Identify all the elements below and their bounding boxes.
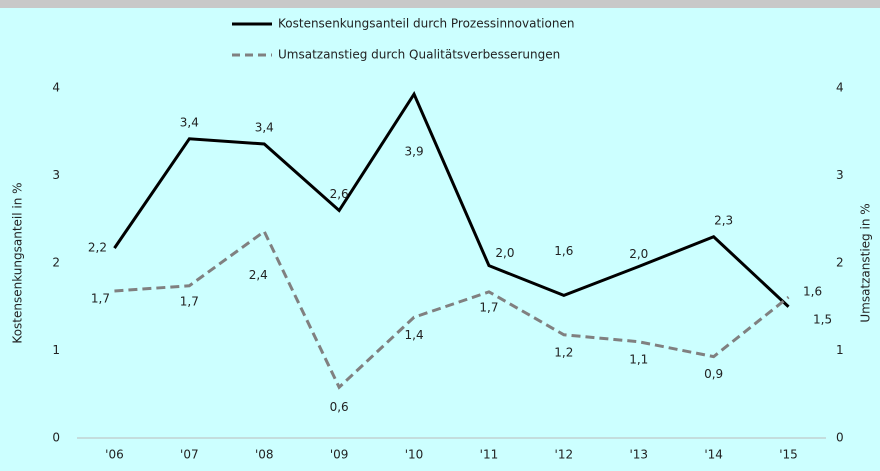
x-tick-label: '14 <box>704 448 723 462</box>
y2-tick-label: 2 <box>836 256 844 270</box>
y-tick-label: 2 <box>52 256 60 270</box>
data-label: 1,7 <box>180 294 199 308</box>
x-tick-label: '07 <box>180 448 199 462</box>
y-tick-label: 1 <box>52 343 60 357</box>
y2-tick-label: 4 <box>836 81 844 95</box>
x-tick-label: '15 <box>779 448 798 462</box>
data-label: 3,9 <box>405 145 424 159</box>
y2-axis-label: Umsatzanstieg in % <box>859 203 873 322</box>
data-label: 0,9 <box>704 367 723 381</box>
y-axis-label: Kostensenkungsanteil in % <box>11 182 25 343</box>
data-label: 2,0 <box>629 247 648 261</box>
data-label: 2,0 <box>495 246 514 260</box>
x-tick-label: '08 <box>255 448 274 462</box>
data-label: 1,5 <box>813 312 832 326</box>
data-label: 1,2 <box>554 345 573 359</box>
legend-label: Umsatzanstieg durch Qualitätsverbesserun… <box>278 48 560 62</box>
y2-tick-label: 1 <box>836 343 844 357</box>
y2-tick-label: 0 <box>836 431 844 445</box>
y-tick-label: 4 <box>52 81 60 95</box>
data-label: 3,4 <box>180 115 199 129</box>
data-label: 0,6 <box>330 400 349 414</box>
y2-tick-label: 3 <box>836 168 844 182</box>
data-label: 2,3 <box>714 213 733 227</box>
legend-label: Kostensenkungsanteil durch Prozessinnova… <box>278 17 574 31</box>
x-tick-label: '06 <box>105 448 124 462</box>
y-tick-label: 3 <box>52 168 60 182</box>
data-label: 1,7 <box>91 292 110 306</box>
data-label: 3,4 <box>255 121 274 135</box>
x-tick-label: '12 <box>555 448 574 462</box>
data-label: 2,4 <box>249 268 268 282</box>
data-label: 2,6 <box>330 187 349 201</box>
line-series <box>113 90 790 308</box>
x-tick-label: '09 <box>330 448 349 462</box>
data-label: 1,6 <box>554 244 573 258</box>
top-bar <box>0 0 880 8</box>
x-tick-label: '10 <box>405 448 424 462</box>
y-tick-label: 0 <box>52 431 60 445</box>
line-series <box>114 229 790 390</box>
x-tick-label: '11 <box>480 448 499 462</box>
x-tick-label: '13 <box>629 448 648 462</box>
data-label: 1,1 <box>629 352 648 366</box>
data-label: 1,6 <box>803 285 822 299</box>
data-label: 1,7 <box>479 300 498 314</box>
data-label: 1,4 <box>405 328 424 342</box>
data-label: 2,2 <box>88 241 107 255</box>
